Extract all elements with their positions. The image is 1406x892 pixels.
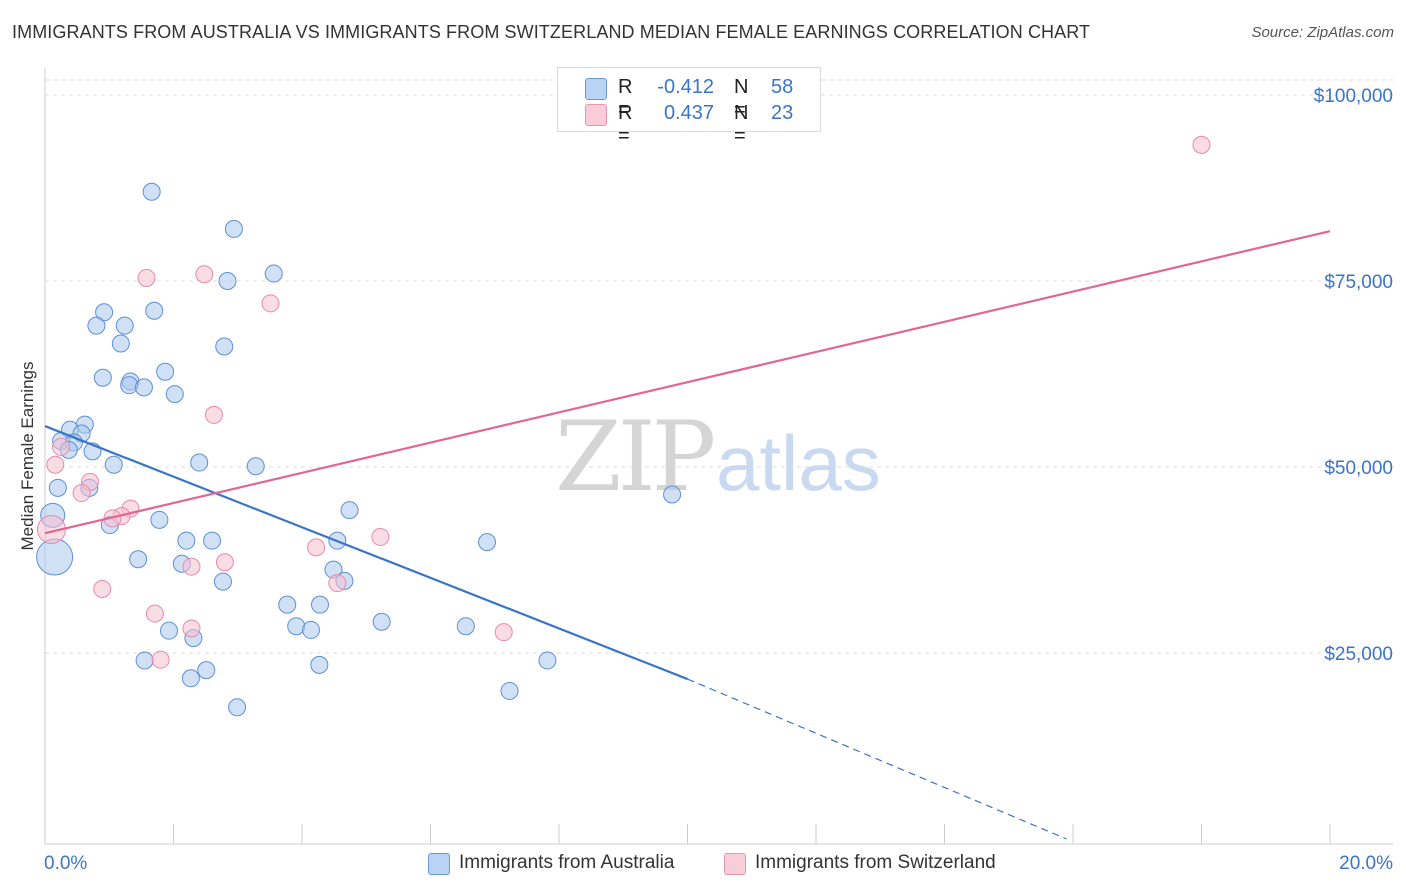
data-point-australia (190, 453, 209, 472)
data-point-australia (177, 531, 196, 550)
data-point-australia (165, 385, 184, 404)
data-point-australia (372, 612, 391, 631)
legend-r-value: -0.412 (657, 76, 714, 98)
data-point-australia (160, 621, 179, 640)
data-point-australia (95, 303, 114, 322)
data-point-australia (228, 698, 247, 717)
data-point-switzerland (137, 269, 156, 288)
correlation-legend: R = -0.412 N = 58 R = 0.437 N = 23 (557, 67, 821, 147)
y-tick-label: $50,000 (1324, 458, 1393, 479)
data-point-switzerland (195, 265, 214, 284)
data-point-australia (93, 368, 112, 387)
data-point-australia (36, 538, 74, 576)
x-tick-label: 20.0% (1339, 853, 1393, 874)
data-point-australia (150, 510, 169, 529)
legend-n-value: 23 (771, 102, 794, 124)
legend-r-value: 0.437 (663, 102, 714, 124)
y-axis-label: Median Female Earnings (18, 361, 37, 551)
bottom-legend-swatch-australia (428, 853, 450, 875)
data-point-australia (181, 669, 200, 688)
trendline-switzerland (44, 230, 1331, 535)
data-point-switzerland (182, 557, 201, 576)
data-point-switzerland (261, 294, 280, 313)
data-point-australia (87, 316, 106, 335)
data-point-australia (129, 550, 148, 569)
data-point-australia (134, 378, 153, 397)
data-point-australia (120, 376, 139, 395)
data-point-switzerland (151, 650, 170, 669)
x-tick-label: 0.0% (44, 853, 87, 874)
tick-labels: $25,000 $50,000 $75,000 $100,000 0.0% 20.0% (44, 86, 1393, 874)
legend-swatch-australia (585, 78, 607, 100)
data-point-switzerland (328, 574, 347, 593)
data-point-switzerland (215, 553, 234, 572)
data-point-australia (456, 617, 475, 636)
data-point-australia (48, 478, 67, 497)
data-point-australia (111, 334, 130, 353)
data-point-australia (301, 620, 320, 639)
data-point-australia (197, 661, 216, 680)
data-point-switzerland (46, 455, 65, 474)
y-tick-label: $75,000 (1324, 272, 1393, 293)
trendline-australia (44, 425, 688, 681)
data-point-australia (135, 651, 154, 670)
data-point-australia (310, 655, 329, 674)
chart-title: IMMIGRANTS FROM AUSTRALIA VS IMMIGRANTS … (12, 22, 1091, 42)
data-point-switzerland (307, 538, 326, 557)
data-point-australia (278, 595, 297, 614)
data-point-switzerland (1192, 135, 1211, 154)
data-point-switzerland (204, 405, 223, 424)
data-point-switzerland (145, 604, 164, 623)
y-tick-label: $25,000 (1324, 644, 1393, 665)
legend-r-label: R = (618, 76, 633, 121)
data-point-australia (213, 572, 232, 591)
data-point-australia (500, 681, 519, 700)
data-point-australia (115, 316, 134, 335)
data-point-australia (287, 617, 306, 636)
y-tick-label: $100,000 (1314, 86, 1393, 107)
data-point-australia (215, 337, 234, 356)
series-switzerland-points (36, 135, 1211, 669)
trendline-australia-extension (687, 678, 1067, 840)
legend-swatch-switzerland (585, 104, 607, 126)
data-point-switzerland (52, 437, 71, 456)
trend-lines (44, 230, 1331, 840)
data-point-australia (142, 182, 161, 201)
data-point-australia (218, 272, 237, 290)
data-point-australia (538, 651, 557, 670)
data-point-australia (156, 362, 175, 381)
data-point-australia (340, 501, 359, 520)
data-point-switzerland (93, 580, 112, 599)
data-point-switzerland (494, 623, 513, 642)
data-point-australia (246, 457, 265, 476)
data-point-australia (478, 533, 497, 552)
legend-r-label: R = (618, 102, 633, 147)
data-point-australia (224, 219, 243, 238)
data-point-australia (310, 595, 329, 614)
axes (44, 68, 1393, 845)
data-point-switzerland (182, 619, 201, 638)
data-point-australia (663, 485, 682, 504)
watermark-atlas: atlas (716, 419, 881, 507)
watermark: ZIP atlas (555, 401, 881, 513)
legend-n-value: 58 (771, 76, 794, 98)
bottom-legend-label-australia: Immigrants from Australia (459, 852, 675, 873)
data-point-australia (145, 301, 164, 320)
legend-n-label: N = (734, 102, 749, 147)
legend-n-label: N = (734, 76, 749, 121)
data-point-switzerland (371, 527, 390, 546)
bottom-legend-label-switzerland: Immigrants from Switzerland (755, 852, 996, 873)
data-point-australia (264, 264, 283, 283)
bottom-legend-swatch-switzerland (724, 853, 746, 875)
data-point-switzerland (72, 484, 91, 503)
grid (45, 79, 1393, 654)
data-point-australia (203, 531, 222, 550)
data-point-australia (104, 455, 123, 474)
watermark-zip: ZIP (555, 401, 714, 513)
source-label: Source: ZipAtlas.com (1251, 24, 1394, 41)
